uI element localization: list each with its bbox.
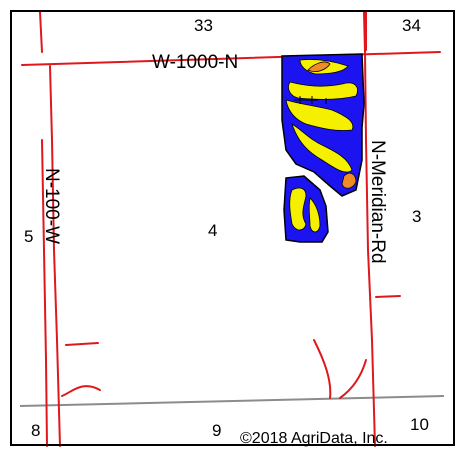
section-8-label: 8 — [31, 421, 40, 440]
soil-orange-2 — [341, 172, 357, 189]
road-connector-2 — [65, 342, 99, 346]
section-10-label: 10 — [410, 415, 429, 434]
road-connector-3 — [61, 385, 101, 397]
section-3-label: 3 — [412, 207, 421, 226]
soil-yellow-3 — [285, 99, 354, 131]
section-9-label: 9 — [212, 421, 221, 440]
section-4-label: 4 — [208, 221, 217, 240]
copyright-text: ©2018 AgriData, Inc. — [240, 430, 388, 447]
road-w1000n — [21, 51, 441, 66]
road-label-nmeridian: N-Meridian-Rd — [367, 140, 388, 264]
map-frame — [10, 10, 455, 446]
soil-yellow-4 — [291, 123, 353, 173]
road-connector-4 — [375, 295, 401, 298]
road-label-n100w: N-100-W — [41, 168, 62, 244]
section-33-label: 33 — [194, 16, 213, 35]
soil-yellow-6 — [308, 197, 321, 233]
road-connector-1 — [39, 11, 43, 53]
soil-detail-lines — [294, 96, 327, 104]
road-connector-5 — [313, 339, 332, 399]
section-5-label: 5 — [24, 227, 33, 246]
road-label-w1000n: W-1000-N — [152, 52, 238, 73]
road-nmeridian — [363, 11, 376, 447]
road-network — [21, 11, 441, 447]
soil-field-north — [281, 53, 365, 197]
road-n100w — [49, 65, 61, 447]
road-connector-6 — [339, 359, 367, 399]
section-34-label: 34 — [402, 16, 421, 35]
road-west — [41, 139, 48, 447]
soil-field-south — [283, 175, 329, 243]
soil-yellow-2 — [288, 81, 358, 100]
soil-orange-1 — [307, 61, 331, 72]
soil-yellow-5 — [289, 187, 307, 231]
